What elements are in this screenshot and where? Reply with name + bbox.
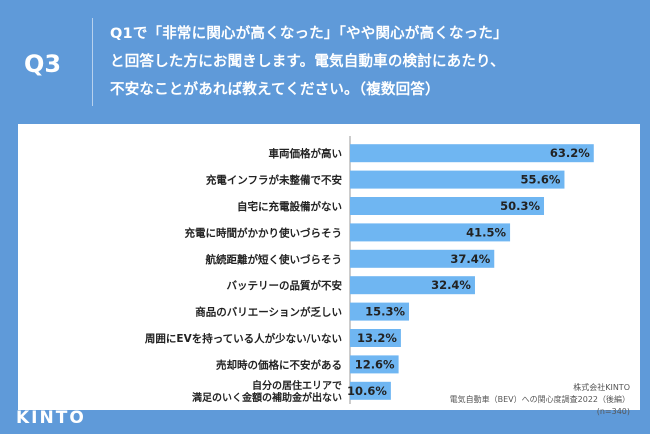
- category-label: 満足のいく金額の補助金が出ない: [192, 391, 342, 404]
- bar: [350, 355, 399, 374]
- bar-value-label: 32.4%: [431, 278, 471, 292]
- bar: [350, 276, 475, 295]
- bar: [350, 249, 495, 268]
- category-label: 充電に時間がかかり使いづらそう: [185, 226, 343, 239]
- kinto-logo: KINTO: [16, 408, 86, 428]
- bar-value-label: 10.6%: [347, 384, 387, 398]
- survey-credit: 株式会社KINTO 電気自動車（BEV）への関心度調査2022（後編） (n=3…: [450, 382, 630, 418]
- category-label: 自分の居住エリアで: [252, 379, 342, 392]
- question-line: 不安なことがあれば教えてください。（複数回答）: [110, 82, 440, 98]
- credit-survey: 電気自動車（BEV）への関心度調査2022（後編）: [449, 395, 630, 404]
- bar-value-label: 50.3%: [500, 199, 540, 213]
- category-label: 充電インフラが未整備で不安: [206, 174, 343, 187]
- bar: [350, 197, 545, 215]
- bar-value-label: 12.6%: [355, 357, 395, 371]
- question-line: と回答した方にお聞きします。電気自動車の検討にあたり、: [110, 54, 505, 70]
- bar-value-label: 63.2%: [550, 146, 590, 160]
- bar-value-label: 41.5%: [466, 225, 506, 239]
- question-number: Q3: [24, 50, 62, 78]
- category-label: バッテリーの品質が不安: [227, 279, 343, 292]
- bar: [350, 170, 565, 189]
- category-label: 自宅に充電設備がない: [237, 200, 342, 213]
- question-line: Q1で「非常に関心が高くなった」「やや関心が高くなった」: [110, 26, 508, 42]
- question-header: Q3 Q1で「非常に関心が高くなった」「やや関心が高くなった」 と回答した方にお…: [0, 0, 650, 124]
- header-divider: [92, 18, 93, 106]
- bar: [350, 381, 391, 400]
- bar-chart: 63.2% 車両価格が高い 55.6% 充電インフラが未整備で不安 50.3% 自宅に充電…: [145, 136, 594, 404]
- category-label: 商品のバリエーションが乏しい: [195, 306, 342, 319]
- category-label: 売却時の価格に不安がある: [216, 358, 342, 371]
- bar: [350, 329, 401, 347]
- bar: [350, 144, 594, 163]
- credit-company: 株式会社KINTO: [573, 383, 630, 392]
- category-label: 航続距離が短く使いづらそう: [206, 253, 343, 266]
- credit-n: (n=340): [596, 407, 630, 416]
- bar: [350, 223, 511, 242]
- bar-value-label: 13.2%: [357, 331, 397, 345]
- category-label: 周囲にEVを持っている人が少ない/いない: [145, 332, 342, 345]
- question-text: Q1で「非常に関心が高くなった」「やや関心が高くなった」 と回答した方にお聞きし…: [110, 20, 640, 104]
- bar: [350, 302, 410, 321]
- bar-value-label: 15.3%: [365, 305, 405, 319]
- category-label: 車両価格が高い: [269, 147, 343, 160]
- chart-panel: 63.2% 車両価格が高い 55.6% 充電インフラが未整備で不安 50.3% 自宅に充電…: [18, 124, 640, 410]
- bar-value-label: 37.4%: [450, 252, 490, 266]
- bar-value-label: 55.6%: [521, 173, 561, 187]
